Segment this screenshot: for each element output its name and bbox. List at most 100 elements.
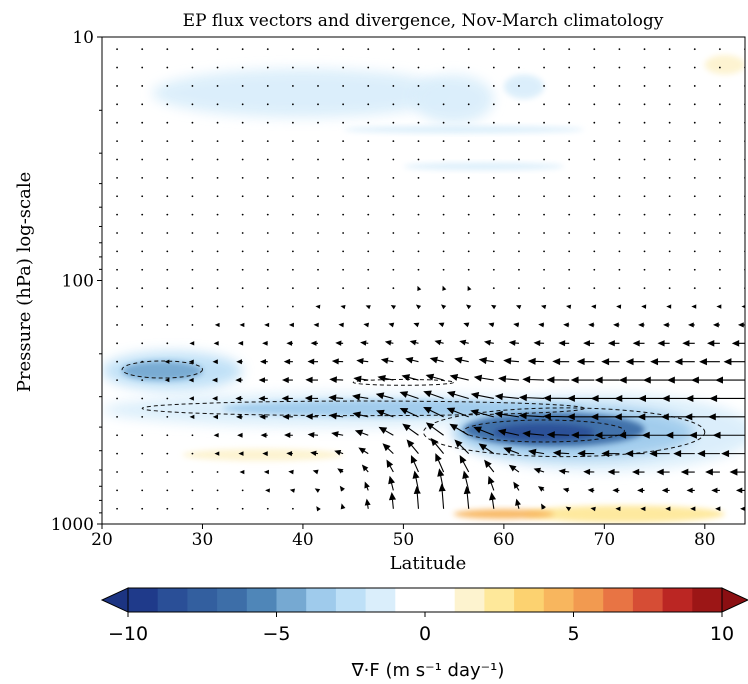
flux-vector-20	[116, 415, 118, 418]
flux-vector-333	[402, 423, 419, 436]
flux-vector-672	[721, 450, 745, 458]
flux-vector-573	[668, 66, 671, 69]
flux-vector-555	[643, 213, 646, 216]
flux-vector-626	[718, 85, 721, 87]
flux-vector-45	[141, 397, 144, 400]
flux-vector-528	[618, 195, 621, 198]
flux-vector-349	[442, 250, 445, 253]
flux-vector-131	[241, 66, 244, 69]
flux-vector-150	[235, 414, 243, 420]
flux-vector-574	[668, 85, 671, 87]
flux-vector-276	[360, 340, 369, 346]
flux-vector-454	[543, 268, 545, 271]
flux-vector-624	[718, 48, 721, 51]
colorbar-tick-label-0: −10	[108, 623, 148, 645]
flux-vector-343	[442, 140, 445, 142]
flux-vector-51	[141, 507, 144, 510]
flux-vector-89	[191, 250, 194, 253]
divergence-contours	[121, 360, 706, 458]
flux-vector-299	[392, 287, 395, 290]
flux-vector-472	[568, 121, 571, 124]
flux-vector-152	[238, 451, 244, 456]
flux-vector-55	[166, 103, 169, 106]
flux-vector-412	[478, 443, 495, 455]
flux-vector-298	[392, 268, 395, 271]
flux-vector-43	[141, 360, 144, 363]
flux-vector-64	[166, 268, 169, 271]
colorbar-segment-13	[543, 588, 574, 612]
flux-vector-172	[262, 340, 268, 346]
flux-vector-171	[264, 322, 270, 328]
flux-vector-627	[718, 103, 721, 106]
flux-vector-569	[631, 468, 645, 476]
flux-vector-359	[425, 422, 444, 436]
field-patch-16	[704, 55, 745, 75]
flux-vector-558	[643, 268, 646, 271]
flux-vector-75	[166, 471, 169, 473]
flux-vector-440	[513, 481, 520, 491]
flux-vector-597	[665, 506, 671, 512]
flux-vector-87	[191, 213, 194, 216]
flux-vector-635	[718, 250, 721, 253]
flux-vector-47	[141, 434, 144, 437]
flux-vector-354	[434, 339, 444, 346]
flux-vector-267	[367, 176, 370, 179]
flux-vector-5	[116, 140, 118, 142]
flux-vector-348	[442, 232, 445, 234]
field-patch-10	[503, 74, 545, 99]
flux-vector-358	[423, 406, 444, 418]
flux-vector-105	[216, 66, 219, 69]
flux-vector-156	[266, 48, 269, 51]
flux-vector-164	[266, 195, 269, 198]
flux-vector-441	[515, 498, 521, 509]
flux-vector-129	[216, 507, 219, 510]
flux-vector-12	[116, 268, 118, 271]
flux-vector-393	[492, 103, 495, 106]
flux-vector-520	[618, 48, 621, 51]
flux-vector-486	[546, 376, 570, 384]
flux-vector-371	[467, 176, 470, 179]
flux-vector-192	[291, 232, 294, 234]
flux-vector-103	[191, 507, 194, 510]
flux-vector-102	[191, 489, 194, 492]
flux-vector-173	[260, 359, 268, 365]
flux-vector-70	[164, 377, 170, 383]
flux-vector-332	[399, 407, 419, 418]
flux-vector-41	[141, 324, 144, 326]
colorbar-segment-9	[395, 588, 456, 612]
flux-vector-82	[191, 121, 194, 124]
flux-vector-306	[376, 409, 394, 418]
flux-vector-240	[342, 158, 345, 161]
flux-vector-229	[307, 431, 319, 438]
flux-vector-407	[478, 357, 494, 365]
flux-vector-209	[317, 66, 319, 69]
flux-vector-460	[522, 375, 545, 384]
flux-vector-344	[442, 158, 445, 161]
flux-vector-562	[632, 340, 645, 347]
flux-vector-161	[266, 140, 269, 142]
flux-vector-281	[354, 429, 369, 437]
flux-vector-438	[503, 447, 520, 455]
flux-vector-227	[304, 394, 319, 402]
flux-vector-305	[375, 392, 394, 400]
flux-vector-370	[467, 158, 470, 161]
flux-vector-620	[673, 450, 695, 458]
divergence-field	[102, 55, 745, 523]
flux-vector-256	[334, 449, 344, 456]
flux-vector-145	[239, 322, 245, 328]
flux-vector-235	[342, 66, 345, 69]
flux-vector-246	[342, 268, 345, 271]
flux-vector-130	[241, 48, 244, 51]
flux-vector-3	[116, 103, 118, 106]
flux-vector-392	[492, 85, 495, 87]
flux-vector-634	[718, 232, 721, 234]
flux-vector-664	[741, 304, 745, 309]
flux-vector-493	[565, 506, 572, 512]
flux-vector-128	[216, 489, 219, 492]
colorbar-ticks: −10 −5 0 5 10	[108, 612, 734, 645]
flux-vector-470	[568, 85, 571, 87]
flux-vector-380	[459, 339, 469, 346]
colorbar-tick-label-1: −5	[262, 623, 290, 645]
flux-vector-230	[310, 450, 319, 457]
flux-vector-77	[166, 507, 169, 510]
